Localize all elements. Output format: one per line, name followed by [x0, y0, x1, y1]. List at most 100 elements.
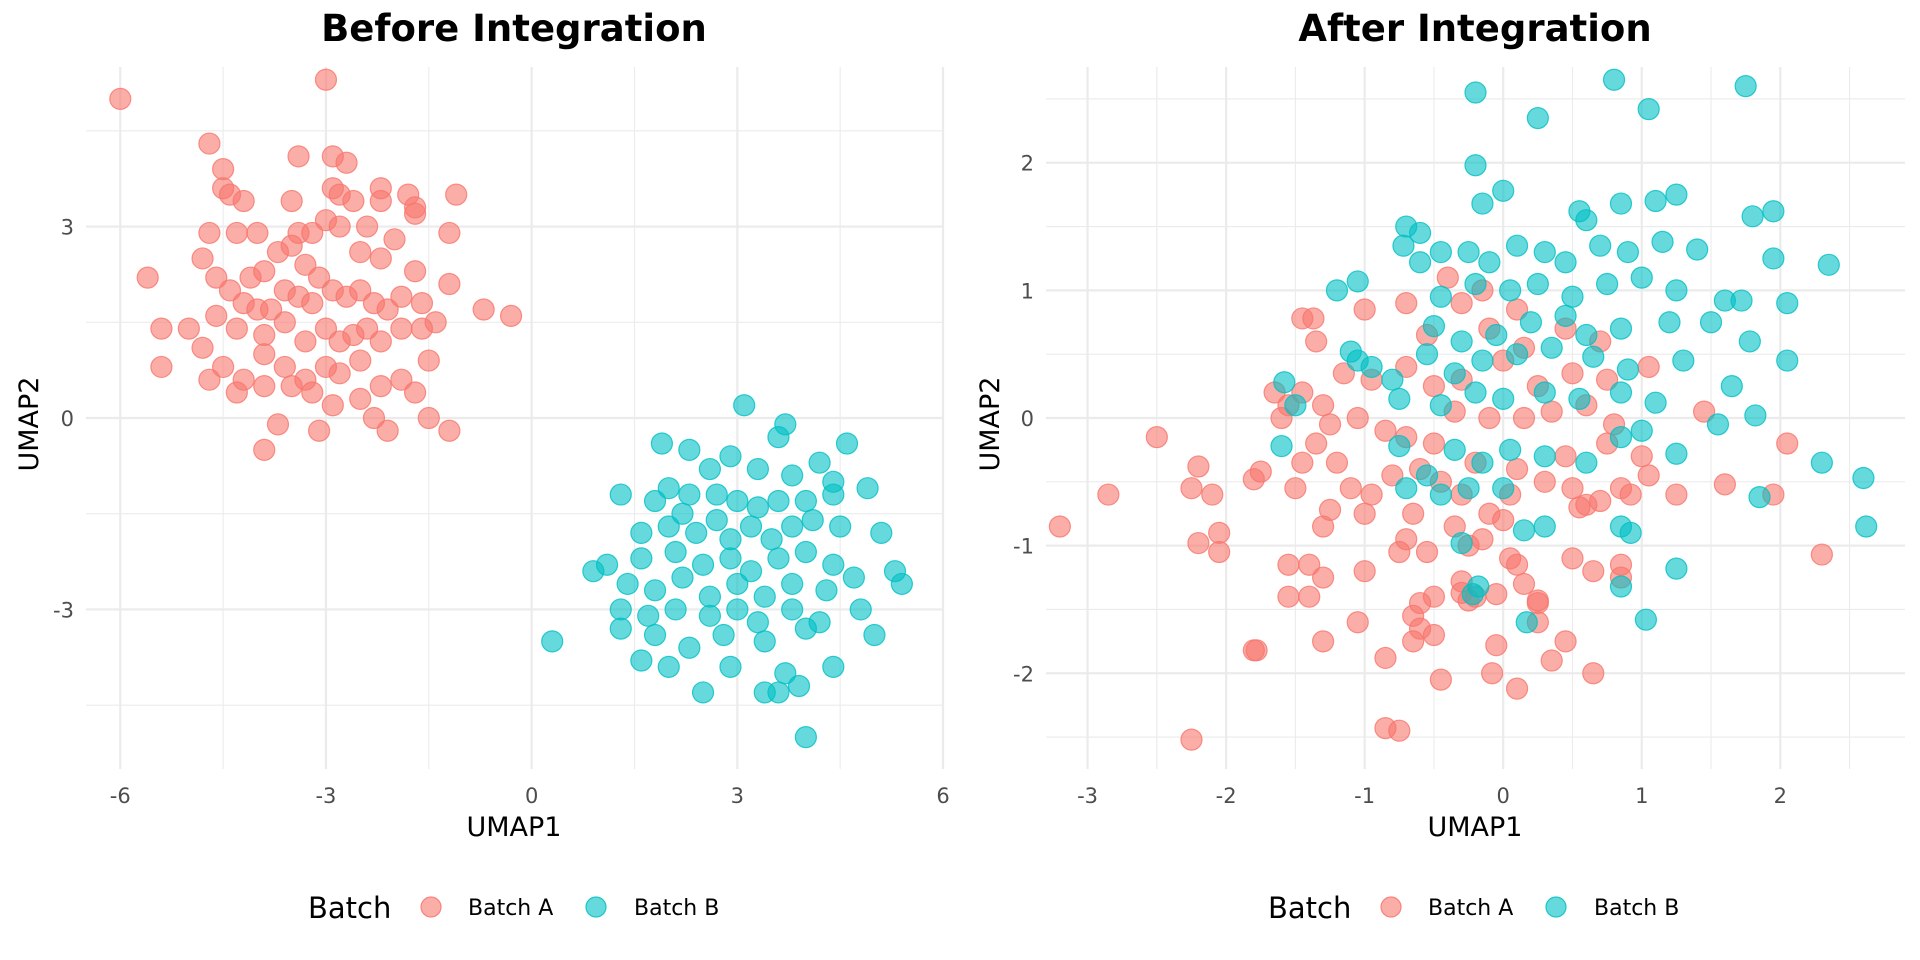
data-point — [753, 630, 776, 653]
data-point — [349, 279, 372, 302]
data-point — [1589, 234, 1612, 257]
data-point — [1526, 106, 1549, 130]
data-point — [835, 432, 859, 455]
data-point — [753, 585, 776, 608]
data-point — [232, 189, 255, 213]
data-point — [369, 247, 392, 270]
data-point — [266, 413, 290, 436]
data-point — [349, 240, 372, 264]
data-point — [760, 528, 783, 551]
data-point — [685, 521, 708, 544]
series-batch-a — [109, 68, 523, 462]
data-point — [1706, 413, 1730, 436]
data-point — [1554, 630, 1577, 653]
data-point — [1686, 238, 1709, 261]
chart-title-after: After Integration — [1298, 7, 1651, 50]
data-point — [781, 598, 804, 621]
data-point — [698, 585, 721, 608]
data-point — [1658, 311, 1681, 334]
data-point — [1762, 200, 1785, 223]
data-point — [287, 145, 310, 168]
data-point — [342, 189, 365, 213]
data-point — [1609, 317, 1633, 340]
data-point — [1776, 292, 1799, 315]
y-axis-title-after: UMAP2 — [975, 377, 1006, 472]
data-point — [1609, 426, 1633, 449]
x-axis-title-after: UMAP1 — [1428, 812, 1523, 843]
data-point — [1505, 343, 1529, 366]
data-point — [1429, 483, 1452, 506]
data-point — [1305, 330, 1328, 353]
y-tick-label: 0 — [1021, 407, 1034, 431]
data-point — [767, 489, 790, 513]
data-point — [260, 298, 283, 321]
data-point — [1665, 183, 1688, 206]
data-point — [280, 374, 303, 398]
data-point — [1325, 279, 1349, 302]
data-point — [1408, 251, 1432, 274]
data-point — [1187, 455, 1210, 478]
data-point — [191, 247, 214, 270]
data-point — [191, 336, 214, 359]
data-point — [1762, 247, 1785, 270]
data-point — [712, 623, 735, 647]
data-point — [212, 158, 235, 181]
data-point — [1499, 438, 1522, 462]
data-point — [1284, 477, 1307, 500]
data-point — [1693, 400, 1716, 423]
data-point — [328, 362, 351, 385]
data-point — [1353, 298, 1376, 321]
data-point — [1471, 528, 1494, 551]
data-point — [1402, 502, 1425, 525]
data-point — [445, 183, 468, 206]
data-point — [225, 381, 248, 404]
data-point — [822, 483, 845, 506]
data-point — [1415, 464, 1439, 487]
data-point — [739, 560, 763, 583]
data-point — [294, 253, 317, 276]
data-point — [1395, 528, 1418, 551]
data-point — [1630, 266, 1653, 289]
data-point — [1699, 311, 1723, 334]
data-point — [1554, 304, 1577, 327]
data-point — [1360, 355, 1383, 379]
data-point — [1353, 560, 1376, 583]
data-point — [1526, 272, 1549, 296]
legend-label-batch-a: Batch A — [1428, 896, 1513, 921]
data-point — [314, 317, 338, 340]
data-point — [1619, 521, 1642, 544]
data-point — [109, 87, 132, 111]
data-point — [403, 381, 427, 404]
data-point — [1270, 434, 1293, 458]
data-point — [794, 540, 817, 564]
data-point — [1415, 343, 1439, 366]
data-point — [595, 553, 619, 576]
data-point — [1311, 566, 1335, 589]
data-point — [637, 604, 660, 627]
x-tick-label: 0 — [1497, 784, 1510, 808]
data-point — [1512, 406, 1536, 430]
panel-after-integration: After Integration UMAP1 UMAP2 -3 -2 -1 0 1 2 -… — [975, 7, 1905, 843]
data-point — [390, 285, 413, 308]
data-point — [369, 374, 392, 398]
legend-title: Batch — [308, 891, 391, 925]
data-point — [719, 528, 742, 551]
data-point — [664, 540, 687, 564]
data-point — [767, 547, 790, 570]
data-point — [1429, 285, 1452, 308]
data-point — [253, 438, 276, 462]
data-point — [822, 553, 845, 576]
data-point — [1533, 515, 1556, 538]
data-point — [719, 445, 742, 468]
data-point — [301, 381, 324, 404]
data-point — [1665, 557, 1688, 580]
data-point — [1568, 387, 1591, 410]
data-point — [1392, 234, 1415, 257]
data-point — [1180, 728, 1203, 751]
series-batch-a — [1048, 266, 1833, 751]
legend-label-batch-a: Batch A — [468, 896, 553, 921]
data-point — [1457, 240, 1480, 264]
data-point — [787, 674, 811, 698]
data-point — [1734, 75, 1757, 98]
